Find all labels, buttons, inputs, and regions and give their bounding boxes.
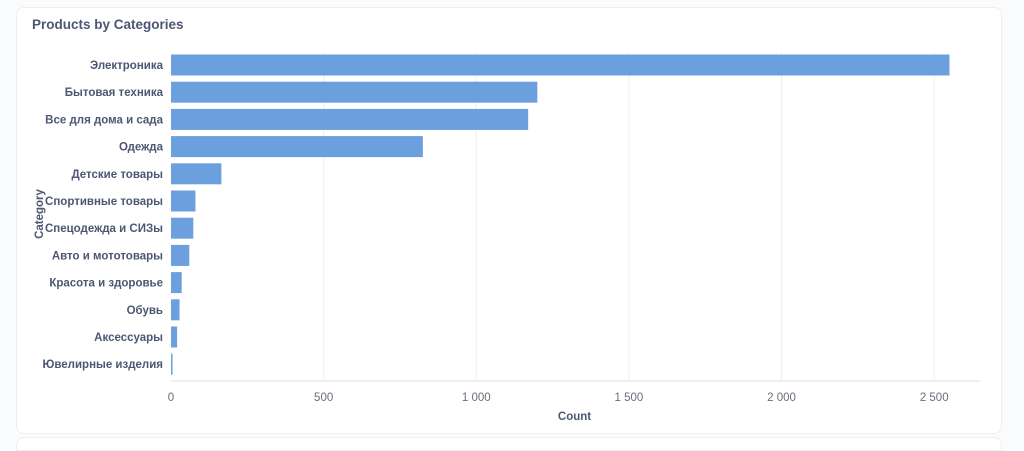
category-label: Красота и здоровье — [49, 278, 163, 290]
bar[interactable] — [171, 108, 529, 130]
bar[interactable] — [171, 353, 173, 375]
category-labels: Электроника Бытовая техника Все для дома и… — [43, 60, 164, 371]
x-tick-label: 0 — [168, 392, 174, 404]
bar[interactable] — [171, 272, 182, 294]
x-tick-label: 1 000 — [462, 392, 491, 404]
bar[interactable] — [171, 54, 950, 76]
category-label: Одежда — [119, 142, 164, 154]
x-tick-label: 500 — [314, 392, 333, 404]
category-label: Детские товары — [71, 169, 163, 181]
next-card-edge — [16, 437, 1002, 451]
category-label: Спецодежда и СИЗы — [45, 223, 163, 235]
x-tick-label: 2 000 — [767, 392, 796, 404]
bar[interactable] — [171, 81, 538, 103]
chart-title[interactable]: Products by Categories — [32, 17, 184, 32]
x-tick-label: 1 500 — [615, 392, 644, 404]
bar[interactable] — [171, 244, 190, 266]
category-label: Аксессуары — [94, 332, 163, 344]
bars — [171, 54, 950, 375]
category-label: Электроника — [90, 60, 164, 72]
bar[interactable] — [171, 299, 180, 321]
x-tick-label: 2 500 — [920, 392, 949, 404]
category-label: Авто и мототовары — [52, 250, 163, 262]
bar-chart: Электроника Бытовая техника Все для дома и… — [34, 52, 980, 423]
bar[interactable] — [171, 326, 178, 348]
category-label: Спортивные товары — [45, 196, 163, 208]
x-tick-labels: 0 500 1 000 1 500 2 000 2 500 — [168, 392, 949, 404]
x-axis-title: Count — [558, 411, 591, 423]
category-label: Ювелирные изделия — [43, 359, 164, 371]
bar[interactable] — [171, 217, 194, 239]
y-axis-title: Category — [34, 188, 46, 238]
category-label: Обувь — [127, 305, 163, 317]
bar[interactable] — [171, 136, 423, 158]
category-label: Бытовая техника — [65, 87, 164, 99]
category-label: Все для дома и сада — [45, 114, 163, 126]
grid-lines — [323, 52, 935, 380]
bar[interactable] — [171, 190, 196, 212]
bar[interactable] — [171, 163, 222, 185]
